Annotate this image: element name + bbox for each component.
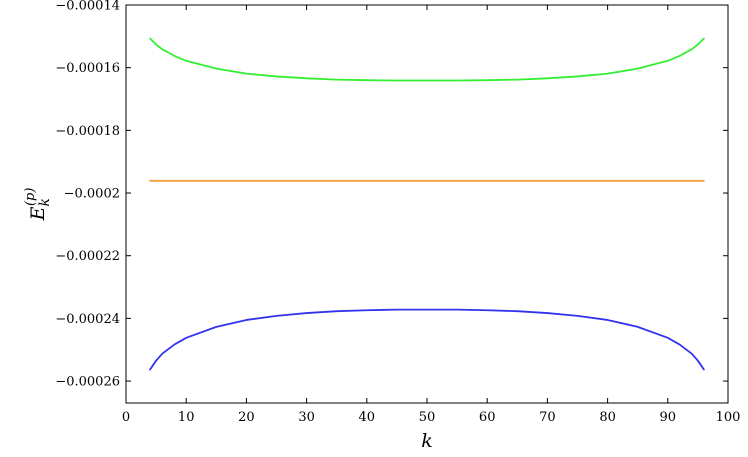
x-tick-label: 0 [122,410,130,425]
y-axis-label: Ek(p) [23,188,53,222]
series-line-1 [149,37,705,82]
y-tick-label: −0.0002 [64,187,120,202]
y-tick-label: −0.00024 [55,312,120,327]
x-tick-label: 100 [716,410,741,425]
y-tick-label: −0.00016 [55,61,120,76]
x-tick-label: 80 [599,410,616,425]
x-tick-label: 50 [419,410,436,425]
y-tick-label: −0.00014 [55,0,120,14]
y-axis-label-base: E [27,206,49,221]
y-tick-label: −0.00018 [55,124,120,139]
y-axis-label-subscript: k [37,198,53,206]
plot-area [149,37,705,371]
x-axis-label: k [421,430,433,452]
y-axis: −0.00014 −0.00016 −0.00018 −0.0002 −0.00022 −… [55,0,728,390]
x-tick-label: 10 [178,410,195,425]
y-tick-label: −0.00026 [55,375,120,390]
x-tick-label: 70 [539,410,556,425]
plot-frame [125,4,729,404]
x-tick-label: 30 [298,410,315,425]
x-tick-label: 60 [479,410,496,425]
x-tick-label: 90 [660,410,677,425]
x-tick-label: 40 [359,410,376,425]
x-axis: 0 10 20 30 40 50 60 70 80 90 100 [122,5,741,425]
x-tick-label: 20 [238,410,255,425]
y-tick-label: −0.00022 [55,249,120,264]
series-line-3 [149,308,705,371]
y-axis-label-superscript: (p) [23,188,38,206]
